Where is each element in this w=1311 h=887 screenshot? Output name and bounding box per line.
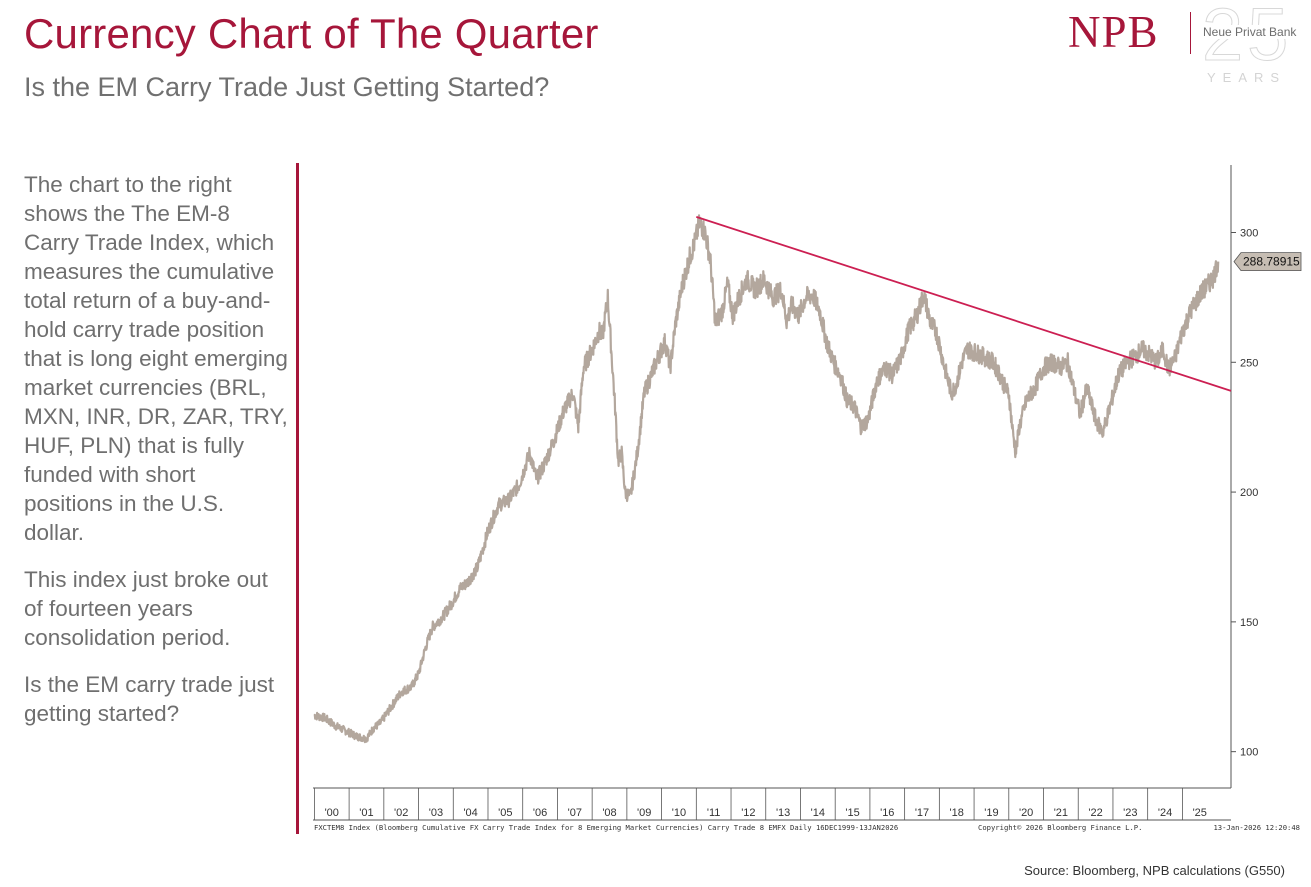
chart-footer-right: 13-Jan-2026 12:20:48 — [1213, 823, 1300, 832]
x-tick-label: '23 — [1123, 807, 1137, 819]
x-tick-label: '13 — [776, 807, 790, 819]
page-subtitle: Is the EM Carry Trade Just Getting Start… — [24, 72, 550, 102]
y-tick-label: 250 — [1240, 357, 1258, 369]
chart-footer-left: FXCTEM8 Index (Bloomberg Cumulative FX C… — [314, 823, 898, 832]
x-tick-label: '01 — [359, 807, 373, 819]
x-tick-label: '19 — [984, 807, 998, 819]
y-tick-label: 300 — [1240, 227, 1258, 239]
x-tick-label: '14 — [811, 807, 825, 819]
x-tick-label: '10 — [672, 807, 686, 819]
npb-logo: NPB — [1068, 7, 1159, 57]
x-tick-label: '09 — [637, 807, 651, 819]
commentary-paragraph: This index just broke out of fourteen ye… — [24, 567, 268, 650]
x-tick-label: '11 — [707, 807, 721, 819]
x-tick-label: '15 — [845, 807, 859, 819]
x-tick-label: '18 — [950, 807, 964, 819]
x-axis: '00 '01 '02 '03 '04 '05 '06 '07 '08 '09 '10 '11 '12 '… — [313, 788, 1207, 820]
x-tick-label: '07 — [568, 807, 582, 819]
section-divider — [296, 163, 299, 834]
x-tick-label: '00 — [325, 807, 339, 819]
y-tick-label: 150 — [1240, 617, 1258, 629]
commentary: The chart to the right shows the The EM-… — [24, 170, 289, 746]
chart-footer-mid: Copyright© 2026 Bloomberg Finance L.P. — [978, 823, 1142, 832]
y-axis: 100 150 200 250 300 — [1231, 227, 1258, 759]
last-value-label: 288.78915 — [1243, 255, 1300, 269]
series-line — [313, 214, 1220, 744]
x-tick-label: '08 — [602, 807, 616, 819]
x-tick-label: '04 — [463, 807, 477, 819]
chart: 100 150 200 250 300 '00 '01 '02 '03 '04 '05 '06 '07… — [313, 165, 1302, 832]
bank-name: Neue Privat Bank — [1203, 25, 1299, 39]
x-tick-label: '17 — [915, 807, 929, 819]
trend-line — [696, 216, 1232, 392]
x-tick-label: '22 — [1088, 807, 1102, 819]
logo-divider — [1190, 12, 1191, 54]
y-tick-label: 200 — [1240, 487, 1258, 499]
commentary-paragraph: The chart to the right shows the The EM-… — [24, 172, 288, 545]
commentary-paragraph: Is the EM carry trade just getting start… — [24, 672, 275, 726]
last-value-box — [1233, 252, 1302, 271]
x-tick-label: '06 — [533, 807, 547, 819]
x-tick-label: '16 — [880, 807, 894, 819]
x-tick-label: '12 — [741, 807, 755, 819]
x-tick-label: '02 — [394, 807, 408, 819]
anniversary-word: YEARS — [1207, 70, 1287, 85]
page-title: Currency Chart of The Quarter — [24, 10, 599, 57]
x-tick-label: '25 — [1193, 807, 1207, 819]
x-tick-label: '05 — [498, 807, 512, 819]
source-note: Source: Bloomberg, NPB calculations (G55… — [1024, 863, 1285, 878]
last-value-marker: 288.78915 — [1233, 252, 1302, 271]
x-tick-label: '03 — [429, 807, 443, 819]
y-tick-label: 100 — [1240, 747, 1258, 759]
x-tick-label: '20 — [1019, 807, 1033, 819]
x-tick-label: '24 — [1158, 807, 1172, 819]
x-tick-label: '21 — [1054, 807, 1068, 819]
